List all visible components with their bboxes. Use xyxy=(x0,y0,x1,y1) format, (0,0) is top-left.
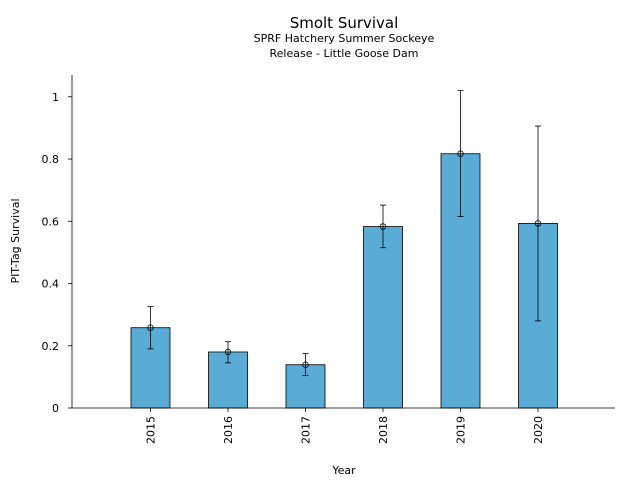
point-marker-2017 xyxy=(302,361,309,368)
chart-title: Smolt Survival xyxy=(290,14,399,32)
y-tick-label: 1 xyxy=(52,91,59,104)
bar-2018 xyxy=(363,226,403,409)
x-tick-label: 2015 xyxy=(145,416,158,444)
point-marker-2018 xyxy=(379,223,387,230)
chart-subtitle-line-2: Release - Little Goose Dam xyxy=(270,47,419,60)
point-marker-2016 xyxy=(224,348,232,356)
point-marker-2020 xyxy=(534,220,542,227)
y-tick-label: 0.6 xyxy=(42,215,60,228)
x-axis-label: Year xyxy=(331,464,356,477)
chart-subtitle-line-1: SPRF Hatchery Summer Sockeye xyxy=(254,32,435,45)
y-tick-label: 0 xyxy=(52,402,59,415)
y-axis-label: PIT-Tag Survival xyxy=(9,198,22,283)
x-tick-label: 2019 xyxy=(455,416,468,444)
y-tick-label: 0.2 xyxy=(42,340,60,353)
x-tick-label: 2020 xyxy=(532,416,545,444)
x-tick-label: 2017 xyxy=(300,416,313,444)
y-tick-label: 0.4 xyxy=(42,278,60,291)
point-marker-2019 xyxy=(457,150,464,157)
plot-area: 0 0.2 0.4 0.6 0.8 1 2015 2016 2017 2018 2019 2020 xyxy=(42,75,615,444)
x-tick-label: 2018 xyxy=(377,416,390,444)
x-tick-label: 2016 xyxy=(222,416,235,444)
point-marker-2015 xyxy=(147,324,154,331)
y-tick-label: 0.8 xyxy=(42,153,60,166)
